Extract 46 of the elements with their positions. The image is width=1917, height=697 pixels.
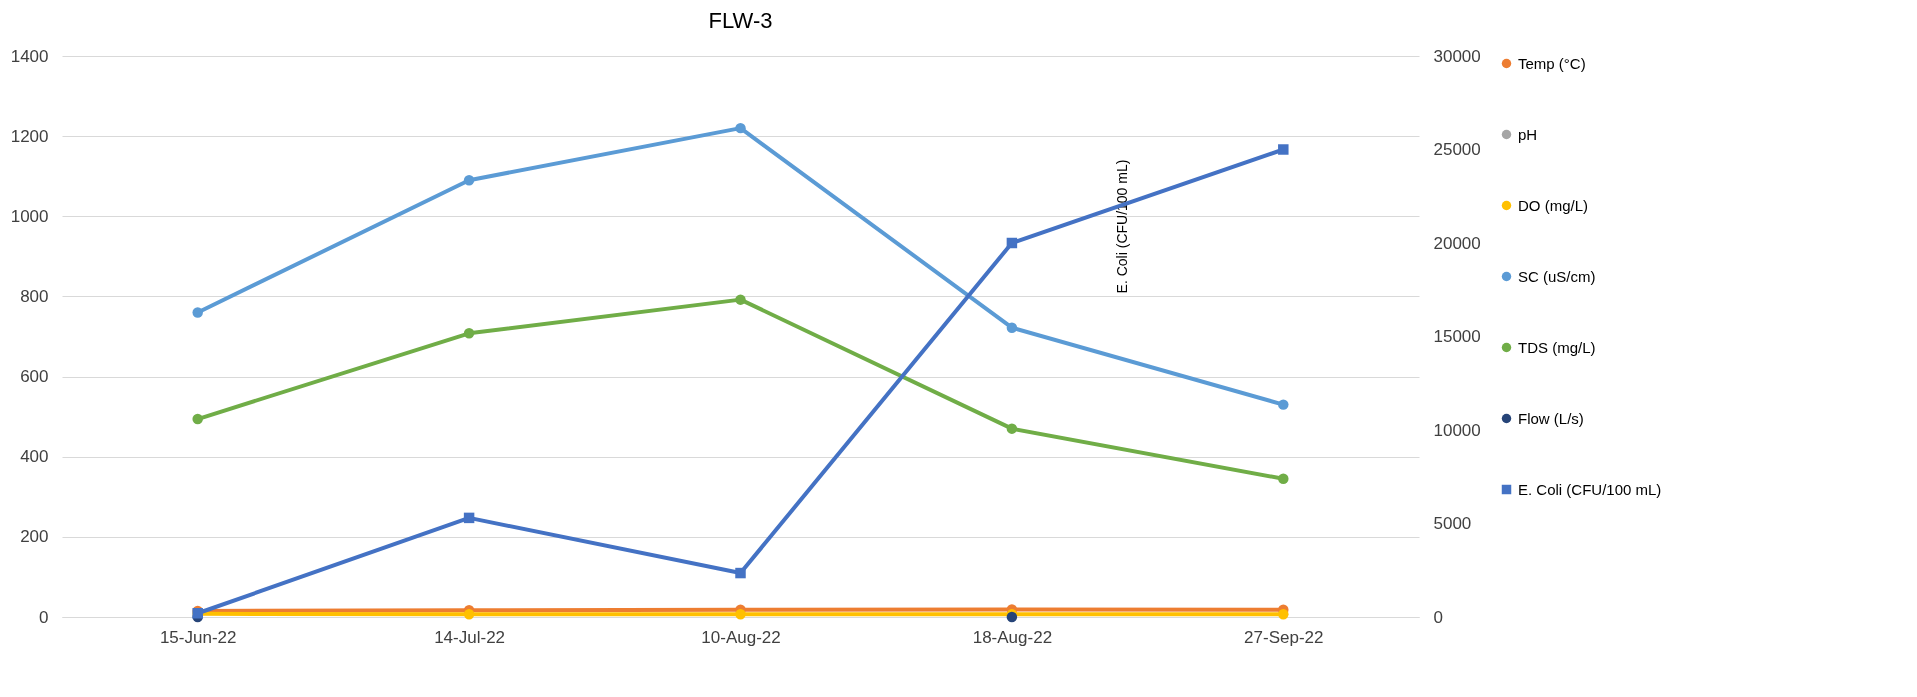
point — [1278, 473, 1289, 484]
point — [1006, 237, 1018, 249]
x-tick-label: 10-Aug-22 — [701, 627, 781, 647]
point — [1278, 399, 1289, 410]
y-tick-label: 400 — [20, 447, 49, 467]
point — [1278, 144, 1289, 155]
point — [735, 608, 746, 620]
y-tick-label: 1400 — [10, 46, 49, 66]
legend-label: Flow (L/s) — [1518, 409, 1584, 427]
legend-label: E. Coli (CFU/100 mL) — [1518, 480, 1662, 498]
y2-tick-label: 10000 — [1433, 420, 1481, 440]
legend-label: Temp (°C) — [1518, 54, 1586, 72]
y-tick-label: 0 — [39, 607, 49, 627]
y2-tick-label: 15000 — [1433, 327, 1481, 346]
y-tick-label: 600 — [20, 367, 49, 387]
point — [463, 512, 475, 524]
y-tick-label: 800 — [20, 286, 49, 306]
point — [192, 307, 203, 318]
point — [463, 174, 475, 186]
x-tick-label: 14-Jul-22 — [434, 627, 506, 647]
point — [735, 294, 746, 305]
legend-label: pH — [1518, 125, 1538, 143]
y2-tick-label: 30000 — [1433, 46, 1481, 66]
legend-label: DO (mg/L) — [1518, 196, 1589, 214]
y-tick-label: 1200 — [10, 126, 49, 146]
x-tick-label: 15-Jun-22 — [159, 627, 237, 647]
y2-axis-title: E. Coli (CFU/100 mL) — [1113, 159, 1130, 294]
y2-tick-label: 5000 — [1433, 514, 1472, 533]
x-tick-label: 18-Aug-22 — [972, 627, 1053, 647]
y2-tick-label: 20000 — [1433, 233, 1481, 253]
point — [735, 122, 746, 134]
legend-label: TDS (mg/L) — [1518, 338, 1596, 356]
point — [1278, 608, 1289, 620]
point — [1006, 322, 1018, 333]
x-tick-label: 27-Sep-22 — [1244, 627, 1324, 647]
point — [192, 413, 203, 425]
y-tick-label: 200 — [20, 527, 49, 547]
point — [463, 328, 475, 339]
legend-label: SC (uS/cm) — [1518, 267, 1596, 285]
point — [735, 567, 746, 579]
chart-title: FLW-3 — [708, 8, 773, 33]
y2-tick-label: 0 — [1433, 607, 1443, 627]
y-tick-label: 1000 — [10, 206, 49, 226]
point — [1006, 423, 1018, 434]
y2-tick-label: 25000 — [1433, 140, 1481, 159]
point — [463, 608, 475, 620]
